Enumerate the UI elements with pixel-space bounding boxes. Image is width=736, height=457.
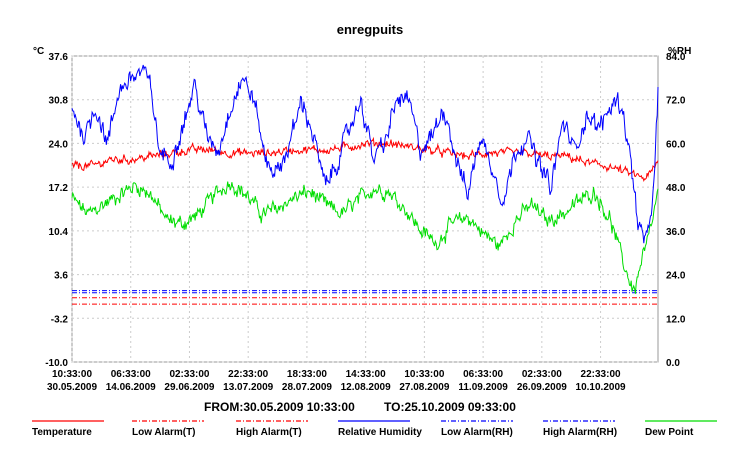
y-left-ticks: 37.6 30.8 24.0 17.2 10.4 3.6 -3.2 -10.0 <box>45 52 68 369</box>
legend-label: Dew Point <box>645 427 694 438</box>
x-tick-date: 12.08.2009 <box>341 382 391 393</box>
y-left-tick-label: -10.0 <box>45 358 68 369</box>
x-tick-time: 22:33:00 <box>581 369 621 380</box>
y-left-tick-label: 17.2 <box>49 183 69 194</box>
chart-title: enregpuits <box>337 22 403 37</box>
x-tick-time: 10:33:00 <box>52 369 92 380</box>
x-tick-date: 13.07.2009 <box>223 382 273 393</box>
legend-label: Low Alarm(T) <box>132 427 196 438</box>
legend: Temperature Low Alarm(T) High Alarm(T) Rela… <box>32 420 717 438</box>
x-tick-time: 14:33:00 <box>346 369 386 380</box>
x-tick-date: 27.08.2009 <box>399 382 449 393</box>
x-ticks: 10:33:00 30.05.2009 06:33:00 14.06.2009 02:3… <box>47 369 626 393</box>
x-tick-time: 02:33:00 <box>522 369 562 380</box>
x-tick-time: 06:33:00 <box>111 369 151 380</box>
y-right-tick-label: 72.0 <box>666 96 686 107</box>
x-tick-date: 10.10.2009 <box>576 382 626 393</box>
y-left-tick-label: 30.8 <box>49 96 69 107</box>
y-right-tick-label: 36.0 <box>666 227 686 238</box>
legend-label: Relative Humidity <box>338 427 422 438</box>
x-tick-time: 02:33:00 <box>169 369 209 380</box>
y-left-tick-label: 24.0 <box>49 139 69 150</box>
from-label: FROM:30.05.2009 10:33:00 <box>204 400 355 414</box>
y-right-tick-label: 24.0 <box>666 271 686 282</box>
series-line <box>71 181 659 294</box>
x-tick-date: 11.09.2009 <box>458 382 508 393</box>
x-tick-date: 30.05.2009 <box>47 382 97 393</box>
series-line <box>71 64 659 244</box>
y-left-tick-label: -3.2 <box>51 314 69 325</box>
legend-label: High Alarm(RH) <box>543 427 617 438</box>
legend-label: High Alarm(T) <box>236 427 302 438</box>
y-left-tick-label: 3.6 <box>54 271 68 282</box>
y-right-tick-label: 84.0 <box>666 52 686 63</box>
x-tick-date: 28.07.2009 <box>282 382 332 393</box>
x-tick-date: 29.06.2009 <box>164 382 214 393</box>
y-left-unit: °C <box>33 46 44 57</box>
y-right-tick-label: 12.0 <box>666 314 686 325</box>
x-tick-date: 14.06.2009 <box>106 382 156 393</box>
x-tick-time: 10:33:00 <box>404 369 444 380</box>
y-left-tick-label: 37.6 <box>49 52 69 63</box>
x-tick-time: 18:33:00 <box>287 369 327 380</box>
y-right-unit: %RH <box>668 46 691 57</box>
x-tick-time: 22:33:00 <box>228 369 268 380</box>
y-right-ticks: 84.0 72.0 60.0 48.0 36.0 24.0 12.0 0.0 <box>666 52 686 369</box>
x-tick-time: 06:33:00 <box>463 369 503 380</box>
legend-label: Low Alarm(RH) <box>441 427 513 438</box>
y-right-tick-label: 0.0 <box>666 358 680 369</box>
to-label: TO:25.10.2009 09:33:00 <box>384 400 516 414</box>
y-right-tick-label: 48.0 <box>666 183 686 194</box>
plot-frame <box>71 55 659 363</box>
series-line <box>71 136 659 182</box>
x-tick-date: 26.09.2009 <box>517 382 567 393</box>
legend-label: Temperature <box>32 427 92 438</box>
y-right-tick-label: 60.0 <box>666 139 686 150</box>
series-layer <box>71 64 659 305</box>
y-left-tick-label: 10.4 <box>49 227 69 238</box>
